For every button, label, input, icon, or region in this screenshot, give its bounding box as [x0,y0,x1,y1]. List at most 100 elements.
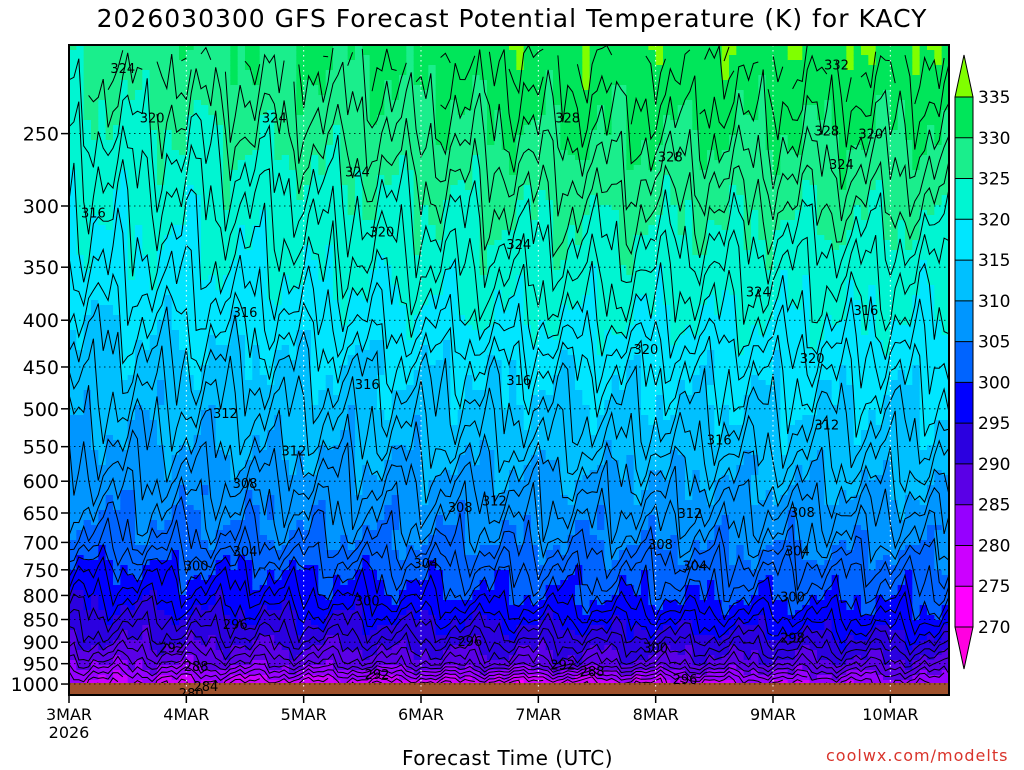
theta-cell [179,135,187,141]
theta-cell [281,80,290,86]
theta-cell [120,340,129,346]
theta-cell [347,190,356,196]
theta-cell [230,430,239,436]
theta-cell [296,85,305,91]
theta-cell [296,200,305,206]
theta-cell [157,420,165,426]
theta-cell [230,50,239,56]
theta-cell [311,290,319,296]
theta-cell [69,620,77,626]
theta-cell [113,495,121,501]
theta-cell [113,430,121,436]
theta-cell [281,55,290,61]
theta-cell [340,265,349,271]
theta-cell [281,90,290,96]
theta-cell [69,195,77,201]
theta-cell [164,430,173,436]
theta-cell [303,425,312,431]
theta-cell [230,595,239,601]
theta-cell [142,165,151,171]
theta-cell [105,370,114,376]
theta-cell [69,475,77,481]
theta-cell [98,670,107,676]
theta-cell [127,290,136,296]
theta-cell [98,315,107,321]
theta-cell [120,435,129,441]
theta-cell [83,220,92,226]
theta-cell [186,160,195,166]
theta-cell [179,80,187,86]
theta-cell [340,140,349,146]
theta-cell [69,95,77,101]
theta-cell [76,655,85,661]
theta-cell [113,225,121,231]
theta-cell [230,575,239,581]
theta-cell [318,580,327,586]
theta-cell [318,280,327,286]
theta-cell [274,100,283,106]
theta-cell [259,395,268,401]
theta-cell [83,90,92,96]
theta-cell [91,580,99,586]
theta-cell [267,320,275,326]
theta-cell [186,300,195,306]
theta-cell [91,530,99,536]
theta-cell [186,180,195,186]
theta-cell [186,505,195,511]
theta-cell [333,530,341,536]
theta-cell [135,95,143,101]
theta-cell [157,55,165,61]
theta-cell [142,655,151,661]
theta-cell [171,175,180,181]
theta-cell [91,315,99,321]
theta-cell [164,280,173,286]
theta-cell [69,525,77,531]
theta-cell [274,275,283,281]
theta-cell [252,395,261,401]
theta-cell [76,400,85,406]
theta-cell [318,65,327,71]
theta-cell [164,370,173,376]
theta-cell [98,450,107,456]
theta-cell [252,400,261,406]
theta-cell [201,505,209,511]
theta-cell [91,275,99,281]
theta-cell [113,235,121,241]
theta-cell [113,250,121,256]
theta-cell [157,535,165,541]
theta-cell [98,115,107,121]
theta-cell [113,110,121,116]
theta-cell [113,665,121,671]
theta-cell [142,535,151,541]
theta-cell [135,360,143,366]
theta-cell [281,395,290,401]
theta-cell [164,140,173,146]
theta-cell [208,470,217,476]
theta-cell [69,445,77,451]
theta-cell [91,640,99,646]
theta-cell [127,350,136,356]
theta-cell [208,640,217,646]
theta-cell [120,595,129,601]
theta-cell [120,545,129,551]
theta-cell [259,270,268,276]
theta-cell [186,230,195,236]
theta-cell [186,215,195,221]
theta-cell [274,520,283,526]
theta-cell [142,115,151,121]
theta-cell [230,435,239,441]
theta-cell [164,50,173,56]
theta-cell [76,450,85,456]
theta-cell [113,530,121,536]
theta-cell [193,90,202,96]
theta-cell [311,125,319,131]
theta-cell [69,355,77,361]
theta-cell [120,450,129,456]
theta-cell [98,525,107,531]
theta-cell [193,180,202,186]
theta-cell [333,95,341,101]
theta-cell [201,255,209,261]
theta-cell [296,260,305,266]
theta-cell [252,375,261,381]
theta-cell [142,595,151,601]
